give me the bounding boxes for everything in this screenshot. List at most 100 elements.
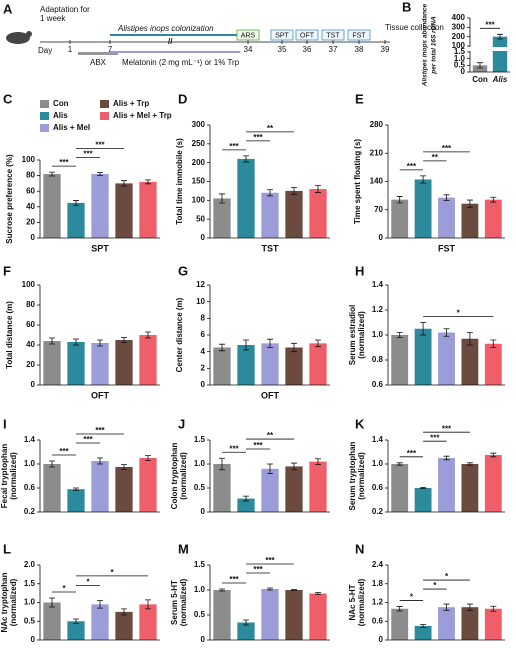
- error-bar: [243, 495, 249, 502]
- y-tick-label: 1.0: [194, 585, 206, 594]
- bar: [91, 604, 109, 640]
- y-tick-label: 0: [31, 233, 36, 242]
- y-axis-label: Total distance (m): [5, 301, 14, 369]
- test-box: [236, 29, 260, 41]
- significance-label: ***: [407, 449, 417, 458]
- error-bar: [443, 603, 450, 611]
- y-tick-label: 1.5: [454, 47, 466, 56]
- colonization-label: Alistipes inops colonization: [117, 24, 214, 33]
- bar: [139, 181, 157, 238]
- y-tick-label: 12: [196, 280, 205, 289]
- test-box: [321, 29, 345, 41]
- axis-break: //: [168, 37, 173, 46]
- error-bar: [49, 597, 55, 608]
- bar: [261, 468, 279, 512]
- y-axis-label: (normalized): [9, 452, 18, 500]
- y-tick-label: 50: [196, 214, 205, 223]
- bar: [438, 332, 455, 385]
- y-tick-label: 280: [370, 120, 384, 129]
- y-tick-label: 0: [379, 635, 384, 644]
- error-bar: [243, 339, 249, 351]
- y-tick-label: 300: [452, 22, 466, 31]
- bar: [414, 488, 432, 512]
- significance-label: ***: [83, 150, 93, 159]
- axes: [209, 440, 330, 513]
- test-box: [295, 29, 319, 41]
- timeline: A Adaptation for 1 week Day Alistipes in…: [3, 1, 444, 67]
- axes: [39, 565, 160, 641]
- bar: [484, 343, 502, 385]
- significance-label: ***: [253, 133, 263, 142]
- y-tick-label: 0.2: [24, 507, 36, 516]
- y-axis-label: (normalized): [179, 578, 188, 626]
- error-bar: [97, 457, 103, 465]
- abx-bar: [78, 52, 118, 55]
- error-bar: [443, 328, 450, 337]
- test-label: FST: [352, 32, 366, 39]
- test-box: [270, 29, 294, 41]
- bar: [414, 328, 432, 385]
- bar: [285, 466, 303, 512]
- significance-label: *: [410, 593, 414, 602]
- y-tick-label: 250: [192, 139, 206, 148]
- y-tick-label: 0: [31, 380, 36, 389]
- panel-letter: K: [355, 416, 365, 431]
- error-bar: [121, 464, 127, 470]
- panel-letter: L: [3, 541, 11, 556]
- error-bar: [315, 339, 321, 348]
- y-axis-label: (normalized): [357, 452, 366, 500]
- error-bar: [145, 599, 151, 610]
- panel-letter: B: [402, 0, 411, 14]
- y-tick-label: 60: [26, 320, 35, 329]
- error-bar: [121, 180, 127, 187]
- y-axis-label: (normalized): [357, 311, 366, 359]
- x-axis-label: OFT: [261, 390, 279, 400]
- y-tick-label: 0.6: [372, 380, 384, 389]
- bar: [438, 458, 455, 512]
- y-tick-label: 0.6: [372, 616, 384, 625]
- error-bar: [49, 171, 55, 177]
- significance-label: ***: [229, 142, 239, 151]
- day-number: 35: [278, 45, 287, 54]
- panel-letter: J: [178, 416, 185, 431]
- bar: [484, 608, 502, 640]
- error-bar: [219, 193, 225, 204]
- y-axis-label: Serum estradiol: [348, 305, 357, 365]
- significance-label: ***: [265, 556, 275, 565]
- y-tick-label: 1.4: [372, 280, 384, 289]
- legend-label: Alis: [53, 111, 68, 120]
- error-bar: [497, 33, 503, 40]
- x-axis-label: OFT: [91, 390, 109, 400]
- test-label: TST: [326, 32, 340, 39]
- bar: [309, 593, 327, 640]
- y-tick-label: 210: [370, 148, 384, 157]
- adaptation: Adaptation for: [40, 5, 90, 14]
- day-number: 7: [108, 45, 113, 54]
- legend-label: Alis + Trp: [113, 99, 149, 108]
- y-axis-label: per total 16S rDNA: [431, 16, 438, 75]
- y-tick-label: 6: [201, 330, 206, 339]
- y-axis-label: Fecal tryptophan: [0, 444, 9, 509]
- axes: [209, 285, 330, 386]
- significance-label: *: [445, 572, 449, 581]
- significance-label: *: [433, 581, 437, 590]
- panel-letter: I: [3, 416, 7, 431]
- y-tick-label: 70: [374, 205, 383, 214]
- panel-letter: F: [3, 263, 11, 278]
- axes: [387, 285, 505, 386]
- bar: [91, 343, 109, 385]
- y-tick-label: 2.0: [24, 560, 36, 569]
- error-bar: [291, 462, 297, 471]
- bar: [213, 198, 231, 238]
- y-tick-label: 1.8: [372, 579, 384, 588]
- day-number: 36: [303, 45, 312, 54]
- error-bar: [121, 608, 127, 616]
- y-tick-label: 0.2: [372, 507, 384, 516]
- y-tick-label: 0: [201, 635, 206, 644]
- axes: [39, 440, 160, 513]
- bar: [285, 190, 303, 238]
- significance-label: ***: [485, 20, 495, 29]
- error-bar: [315, 185, 321, 193]
- legend-swatch: [40, 124, 49, 132]
- y-axis-label: (normalized): [179, 452, 188, 500]
